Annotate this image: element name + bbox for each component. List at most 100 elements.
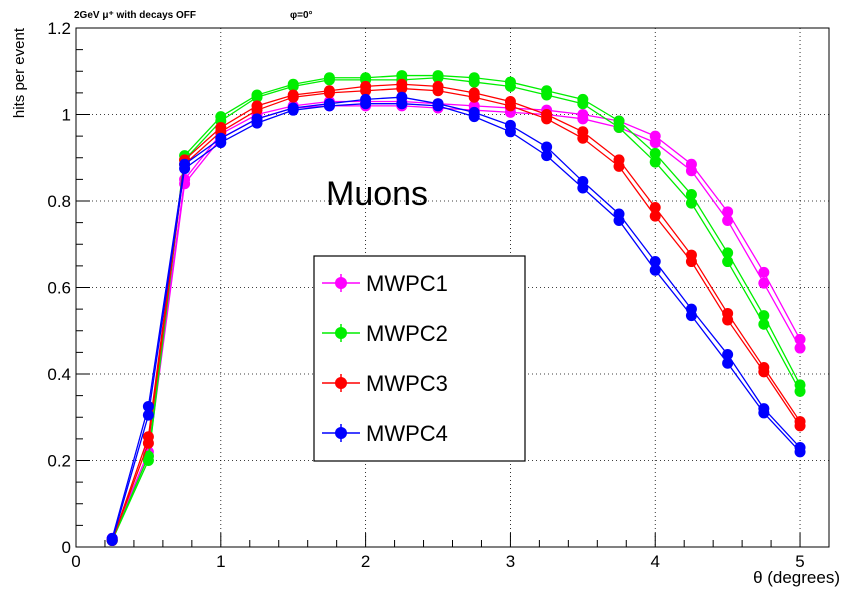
data-point (142, 455, 154, 466)
data-point (613, 121, 625, 133)
data-point (323, 100, 335, 112)
data-point (541, 113, 553, 125)
data-point (142, 437, 154, 449)
data-point (685, 310, 697, 322)
legend-label: MWPC4 (366, 421, 448, 446)
data-point (541, 89, 553, 101)
data-point (649, 147, 661, 159)
series-line (111, 87, 801, 541)
y-tick-label: 0.4 (47, 365, 71, 384)
x-tick-label: 3 (506, 552, 515, 571)
data-point (541, 141, 553, 153)
data-point (577, 132, 589, 144)
chart-title-left: 2GeV μ⁺ with decays OFF (74, 10, 196, 21)
legend-entry-mwpc2: MWPC2 (322, 321, 448, 346)
data-point (396, 83, 408, 95)
data-point (758, 310, 770, 322)
data-point (758, 277, 770, 289)
data-point (722, 256, 734, 268)
data-point (541, 150, 553, 162)
muons-annotation: Muons (326, 175, 428, 213)
data-point (251, 91, 263, 103)
data-point (649, 137, 661, 149)
y-tick-label: 0.8 (47, 192, 71, 211)
data-point (251, 117, 263, 129)
data-point (758, 407, 770, 419)
x-axis-label: θ (degrees) (753, 568, 840, 587)
data-point (287, 104, 299, 116)
data-point (649, 210, 661, 222)
series-line (111, 77, 801, 541)
data-point (179, 163, 191, 175)
data-point (287, 80, 299, 92)
series-line (111, 74, 801, 541)
y-tick-label: 0.6 (47, 279, 71, 298)
data-point (685, 256, 697, 268)
data-point (504, 126, 516, 138)
data-point (794, 420, 806, 432)
series-line (111, 100, 801, 539)
data-point (142, 400, 154, 412)
x-tick-label: 2 (361, 552, 370, 571)
data-point (251, 104, 263, 116)
legend-marker (335, 377, 347, 389)
axis-ticks (75, 27, 830, 548)
data-point (504, 100, 516, 112)
y-tick-label: 0 (62, 538, 71, 557)
data-point (142, 409, 154, 421)
data-point (685, 189, 697, 201)
x-tick-label: 4 (650, 552, 659, 571)
data-point (758, 366, 770, 378)
data-point (649, 264, 661, 276)
y-tick-label: 1.2 (47, 19, 71, 38)
legend-label: MWPC3 (366, 371, 448, 396)
data-point (794, 446, 806, 458)
chart-title-right: φ=0° (290, 10, 313, 21)
data-point (468, 76, 480, 88)
data-point (722, 349, 734, 361)
legend-entry-mwpc3: MWPC3 (322, 371, 448, 396)
data-point (287, 91, 299, 103)
legend-marker (335, 277, 347, 289)
data-point (106, 535, 118, 547)
data-point (649, 256, 661, 268)
data-point (577, 113, 589, 125)
data-point (649, 201, 661, 213)
axis-tick-labels: 0 1 2 3 4 5 0 0.2 0.4 0.6 0.8 1 1.2 (47, 19, 804, 571)
data-point (360, 85, 372, 97)
legend-label: MWPC1 (366, 271, 448, 296)
data-point (613, 214, 625, 226)
data-point (758, 318, 770, 330)
series-lines (106, 70, 806, 547)
data-point (215, 137, 227, 149)
data-point (577, 182, 589, 194)
series-mwpc4 (106, 91, 806, 547)
legend-box (313, 255, 526, 462)
data-point (432, 100, 444, 112)
data-point (323, 74, 335, 86)
data-point (794, 333, 806, 345)
data-point (432, 72, 444, 84)
y-tick-label: 0.2 (47, 452, 71, 471)
x-tick-label: 5 (795, 552, 804, 571)
data-point (685, 165, 697, 177)
legend-marker (335, 327, 347, 339)
data-point (504, 80, 516, 92)
data-point (577, 98, 589, 110)
data-point (396, 98, 408, 110)
legend-entry-mwpc4: MWPC4 (322, 421, 448, 446)
data-point (794, 385, 806, 397)
data-point (722, 247, 734, 259)
legend-entry-mwpc1: MWPC1 (322, 271, 448, 296)
legend-marker (335, 427, 347, 439)
data-point (323, 87, 335, 99)
data-point (360, 98, 372, 110)
x-tick-label: 1 (216, 552, 225, 571)
data-point (722, 357, 734, 369)
series-line (111, 103, 801, 541)
series-line (111, 96, 801, 539)
data-point (722, 206, 734, 218)
data-point (613, 160, 625, 172)
data-point (649, 156, 661, 168)
